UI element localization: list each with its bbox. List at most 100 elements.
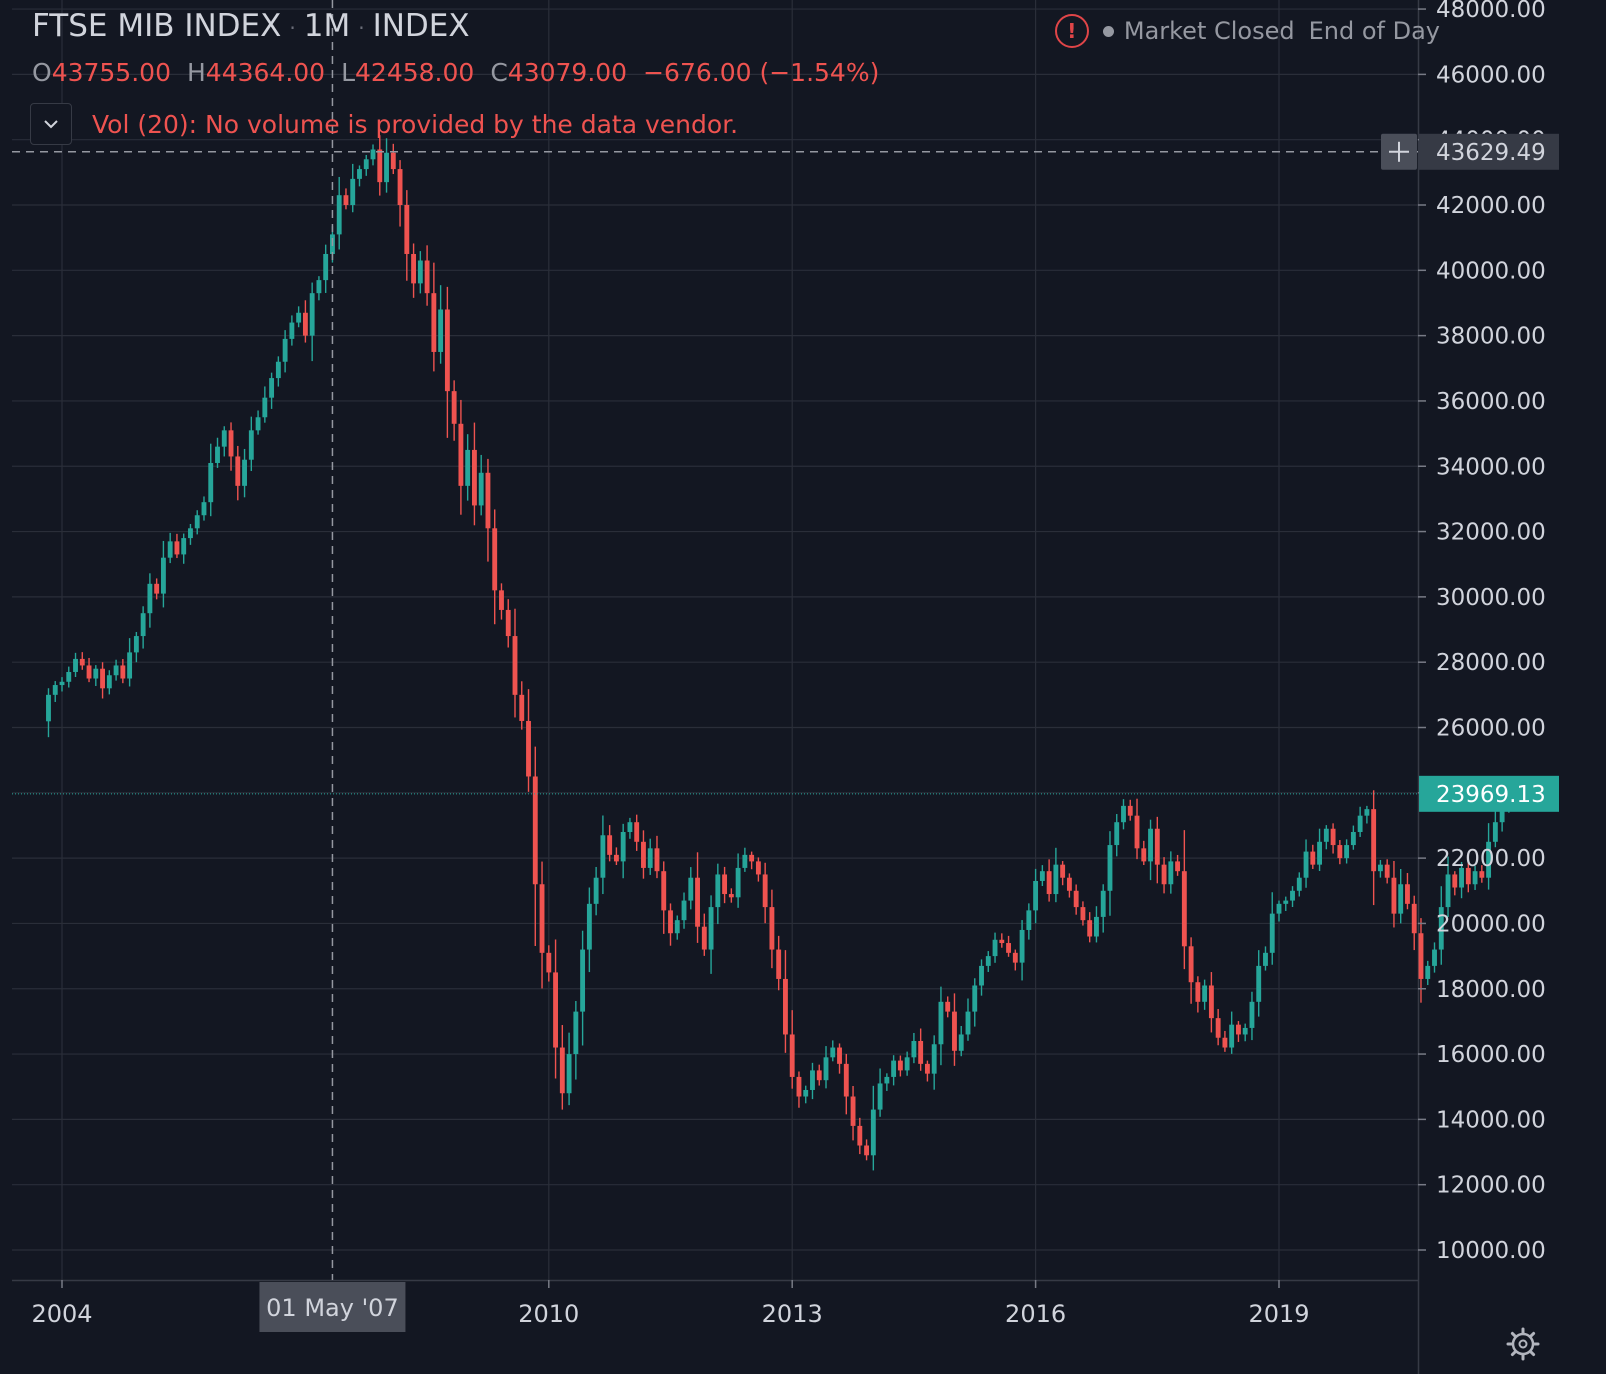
candle (1492, 810, 1498, 848)
candle (1080, 901, 1086, 926)
candle-body (465, 449, 471, 486)
candle (1006, 935, 1011, 957)
candle-body (1006, 943, 1011, 953)
candle (1303, 839, 1309, 888)
candle-body (1492, 822, 1498, 842)
candle-body (1263, 952, 1268, 966)
candle-body (424, 260, 430, 294)
candle-body (958, 1034, 964, 1051)
candle-body (722, 874, 728, 895)
candle-body (620, 832, 626, 862)
candle (248, 416, 254, 472)
separator-dot: · (289, 15, 296, 40)
candle (1026, 903, 1032, 940)
candle-body (451, 391, 457, 424)
alert-circle-icon[interactable]: ! (1054, 14, 1089, 48)
candle (695, 852, 700, 943)
candle (539, 861, 545, 989)
candle (1479, 865, 1485, 883)
price-axis: 48000.0046000.0044000.0042000.0040000.00… (1418, 0, 1546, 1264)
candle (1242, 1023, 1248, 1042)
candle-body (471, 449, 477, 506)
candle (79, 652, 85, 670)
candle (1161, 857, 1167, 894)
candle-body (1459, 867, 1464, 888)
time-axis: 2004 2010 2013 2016 2019 (31, 1280, 1310, 1328)
candle (1046, 859, 1052, 902)
candle-body (1175, 861, 1181, 872)
candle-body (796, 1076, 802, 1097)
candle (1195, 976, 1201, 1013)
candle (1438, 886, 1444, 965)
candle (492, 509, 498, 625)
candle (1066, 873, 1072, 898)
candle-body (674, 920, 680, 934)
candle-body (1438, 907, 1444, 950)
candle-body (728, 894, 734, 898)
candle (607, 825, 613, 862)
candle-body (505, 609, 511, 637)
candle (553, 939, 558, 1079)
candle (377, 135, 383, 196)
collapse-legend-button[interactable] (30, 103, 72, 145)
candle (1100, 884, 1106, 933)
candle (674, 915, 680, 940)
candle (1391, 861, 1397, 928)
candle (924, 1060, 930, 1082)
candle-body (843, 1063, 849, 1097)
candle (127, 638, 133, 687)
symbol-name[interactable]: FTSE MIB INDEX (32, 8, 282, 44)
candle-body (593, 877, 599, 904)
volume-note: Vol (20): No volume is provided by the d… (92, 109, 739, 139)
candle-body (1479, 871, 1485, 878)
candle (519, 681, 525, 730)
candle (843, 1053, 849, 1115)
candle-body (1107, 845, 1113, 891)
time-tick-label: 2019 (1248, 1300, 1309, 1328)
candle (735, 853, 741, 908)
candle-body (972, 985, 978, 1012)
crosshair-price-tag: 43629.49 (1419, 133, 1559, 170)
candle (580, 930, 586, 1046)
price-tick-label: 10000.00 (1436, 1238, 1546, 1264)
candle (958, 1025, 964, 1057)
candle (593, 866, 599, 916)
candle (1337, 840, 1343, 865)
candle (647, 838, 653, 875)
candle-body (181, 538, 187, 555)
candle-body (1303, 851, 1309, 878)
candle (972, 978, 978, 1027)
candle (133, 631, 139, 663)
candle-body (1094, 916, 1099, 937)
candle-body (904, 1057, 910, 1071)
time-tick-label: 2010 (518, 1300, 579, 1328)
candle (1276, 900, 1282, 922)
symbol-legend[interactable]: FTSE MIB INDEX · 1M · INDEX (32, 8, 470, 44)
candle (532, 746, 538, 947)
candle-body (221, 430, 227, 447)
plus-icon[interactable] (1381, 133, 1417, 170)
candle (627, 817, 633, 839)
candle (86, 657, 92, 683)
candle-body (755, 861, 761, 875)
candle (1256, 950, 1262, 1017)
candle (1222, 1030, 1228, 1052)
candle (93, 665, 99, 687)
candle-body (167, 541, 173, 558)
candle-body (194, 515, 200, 529)
candle-body (613, 854, 619, 862)
candle-body (735, 867, 741, 898)
candle (1296, 872, 1302, 897)
candle-body (586, 903, 592, 950)
candle (1472, 865, 1478, 890)
candle-body (1296, 877, 1302, 891)
interval-label[interactable]: 1M (303, 8, 351, 44)
candle-body (106, 675, 112, 689)
chart-settings-button[interactable] (1501, 1322, 1545, 1366)
candle (275, 356, 281, 387)
candle (296, 306, 302, 328)
candle (1459, 861, 1464, 899)
candle (1283, 896, 1289, 911)
price-tick-label: 48000.00 (1436, 0, 1546, 23)
